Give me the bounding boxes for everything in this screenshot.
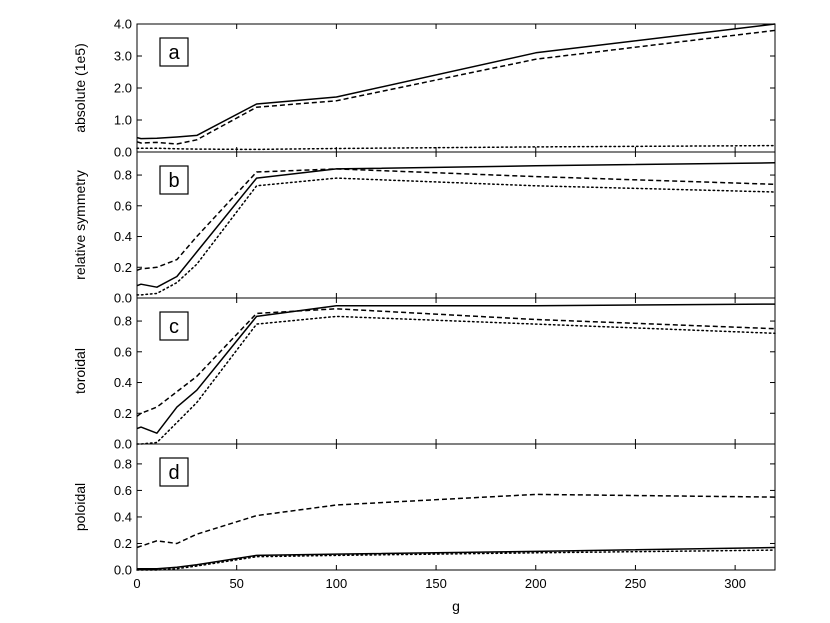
series-line-dashed — [136, 29, 776, 145]
x-axis-label: g — [452, 598, 460, 614]
panel-letter: a — [168, 42, 180, 64]
x-tick-label: 300 — [724, 576, 746, 591]
y-tick-label: 0.2 — [114, 406, 132, 421]
panel-letter: d — [168, 462, 179, 484]
y-axis-label: absolute (1e5) — [72, 43, 88, 133]
series-line-solid — [136, 23, 776, 140]
series-line-dotted — [136, 315, 776, 445]
y-tick-label: 0.2 — [114, 536, 132, 551]
y-tick-label: 0.2 — [114, 260, 132, 275]
panel-frame — [136, 297, 776, 445]
y-axis-label: toroidal — [72, 348, 88, 394]
y-tick-label: 0.6 — [114, 483, 132, 498]
series-line-solid — [136, 303, 776, 434]
y-tick-label: 0.6 — [114, 198, 132, 213]
panel-letter-box — [159, 37, 189, 67]
x-tick-label: 0 — [133, 576, 140, 591]
panel-a: 0.0 1.0 2.0 3.0 4.0 absolute (1e5) a — [72, 17, 776, 160]
panel-letter: b — [168, 170, 179, 192]
y-tick-label: 4.0 — [114, 17, 132, 32]
panel-b: 0.0 0.2 0.4 0.6 0.8 relative symmetry b — [72, 151, 776, 306]
panel-letter-box — [159, 311, 189, 341]
series-line-solid — [136, 162, 776, 288]
y-tick-label: 3.0 — [114, 49, 132, 64]
y-tick-label: 2.0 — [114, 81, 132, 96]
panel-frame — [136, 443, 776, 571]
y-tick-label: 0.8 — [114, 314, 132, 329]
y-tick-label: 0.0 — [114, 291, 132, 306]
y-tick-label: 0.0 — [114, 563, 132, 578]
series-line-dashed — [136, 168, 776, 272]
y-tick-label: 0.8 — [114, 168, 132, 183]
panel-letter-box — [159, 457, 189, 487]
y-tick-label: 0.4 — [114, 375, 132, 390]
series-line-dotted — [136, 549, 776, 571]
series-line-dashed — [136, 308, 776, 417]
y-tick-label: 1.0 — [114, 113, 132, 128]
panel-frame — [136, 23, 776, 153]
y-tick-label: 0.0 — [114, 145, 132, 160]
panel-d: 0.0 0.2 0.4 0.6 0.8 poloidal d — [72, 443, 776, 578]
panel-c: 0.0 0.2 0.4 0.6 0.8 toroidal c — [72, 297, 776, 452]
y-axis-label: relative symmetry — [72, 170, 88, 280]
x-axis: 0 50 100 150 200 250 300 — [133, 576, 746, 591]
y-tick-label: 0.8 — [114, 456, 132, 471]
panel-letter: c — [169, 316, 179, 338]
x-tick-label: 200 — [525, 576, 547, 591]
series-line-dashed — [136, 493, 776, 549]
y-axis-label: poloidal — [72, 483, 88, 531]
x-tick-label: 150 — [425, 576, 447, 591]
x-tick-label: 50 — [229, 576, 243, 591]
series-line-dotted — [136, 144, 776, 151]
series-line-solid — [137, 546, 776, 570]
y-tick-label: 0.6 — [114, 344, 132, 359]
x-tick-label: 250 — [625, 576, 647, 591]
x-tick-label: 100 — [326, 576, 348, 591]
y-tick-label: 0.0 — [114, 437, 132, 452]
series-line-dotted — [136, 177, 776, 296]
y-tick-label: 0.4 — [114, 509, 132, 524]
y-tick-label: 0.4 — [114, 229, 132, 244]
panel-frame — [136, 151, 776, 299]
panel-letter-box — [159, 165, 189, 195]
